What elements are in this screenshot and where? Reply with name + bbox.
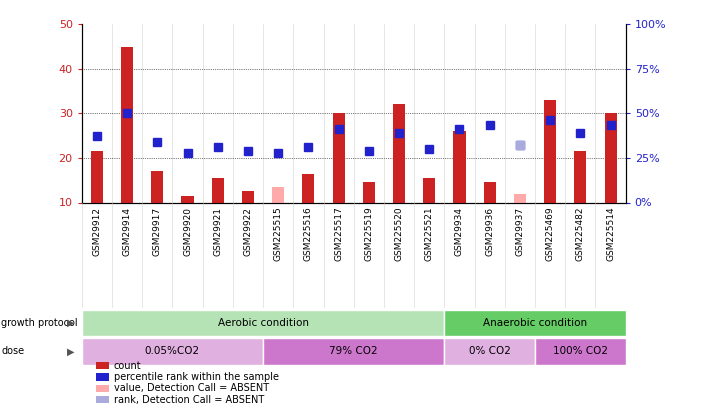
Text: Aerobic condition: Aerobic condition	[218, 318, 309, 328]
Bar	[393, 104, 405, 202]
Bar	[82, 310, 444, 336]
Bar	[272, 187, 284, 202]
Bar	[263, 338, 444, 365]
Bar	[91, 151, 103, 202]
Bar	[151, 171, 164, 202]
Text: count: count	[114, 361, 141, 371]
Bar	[181, 196, 193, 202]
Text: rank, Detection Call = ABSENT: rank, Detection Call = ABSENT	[114, 395, 264, 405]
Bar	[212, 178, 224, 202]
Bar	[121, 47, 133, 202]
Text: 0.05%CO2: 0.05%CO2	[145, 346, 200, 356]
Bar	[454, 131, 466, 202]
Text: 100% CO2: 100% CO2	[553, 346, 608, 356]
Text: GSM225514: GSM225514	[606, 207, 615, 261]
Bar	[82, 338, 263, 365]
Text: GSM29920: GSM29920	[183, 207, 192, 256]
Text: ▶: ▶	[67, 346, 75, 356]
Text: GSM29936: GSM29936	[485, 207, 494, 256]
Text: 0% CO2: 0% CO2	[469, 346, 510, 356]
Text: GSM29922: GSM29922	[243, 207, 252, 256]
Bar	[363, 182, 375, 202]
Bar	[333, 113, 345, 202]
Text: GSM225521: GSM225521	[424, 207, 434, 261]
Text: GSM225519: GSM225519	[364, 207, 373, 262]
Bar	[483, 182, 496, 202]
Text: dose: dose	[1, 346, 25, 356]
Text: GSM225520: GSM225520	[395, 207, 404, 261]
Bar	[444, 338, 535, 365]
Bar	[514, 194, 526, 202]
Text: GSM225517: GSM225517	[334, 207, 343, 262]
Text: growth protocol: growth protocol	[1, 318, 78, 328]
Text: GSM29914: GSM29914	[122, 207, 132, 256]
Text: GSM29934: GSM29934	[455, 207, 464, 256]
Text: GSM29917: GSM29917	[153, 207, 162, 256]
Text: ▶: ▶	[67, 318, 75, 328]
Text: GSM29921: GSM29921	[213, 207, 223, 256]
Text: percentile rank within the sample: percentile rank within the sample	[114, 372, 279, 382]
Bar	[242, 192, 254, 202]
Text: 79% CO2: 79% CO2	[329, 346, 378, 356]
Bar	[444, 310, 626, 336]
Bar	[423, 178, 435, 202]
Text: GSM225516: GSM225516	[304, 207, 313, 262]
Text: GSM29937: GSM29937	[515, 207, 525, 256]
Text: value, Detection Call = ABSENT: value, Detection Call = ABSENT	[114, 384, 269, 393]
Text: GSM29912: GSM29912	[92, 207, 102, 256]
Bar	[604, 113, 616, 202]
Text: GSM225469: GSM225469	[545, 207, 555, 261]
Bar	[535, 338, 626, 365]
Text: Anaerobic condition: Anaerobic condition	[483, 318, 587, 328]
Text: GSM225515: GSM225515	[274, 207, 283, 262]
Text: GSM225482: GSM225482	[576, 207, 585, 261]
Bar	[302, 173, 314, 202]
Bar	[574, 151, 587, 202]
Bar	[544, 100, 556, 202]
